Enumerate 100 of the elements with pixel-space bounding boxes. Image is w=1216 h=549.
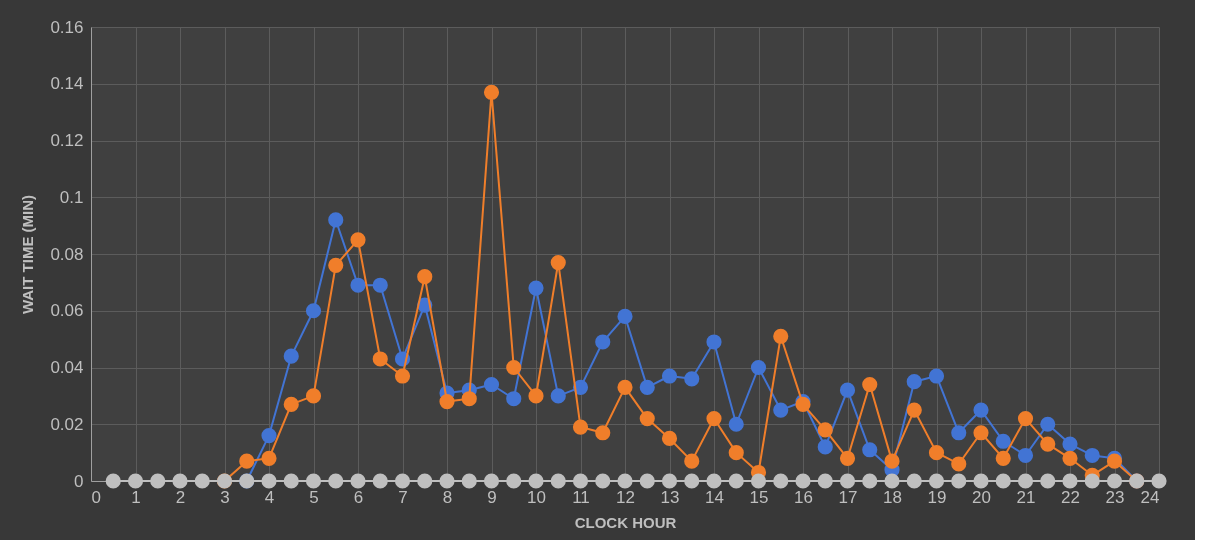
- point: [595, 473, 611, 489]
- y-tick-label: 0.12: [50, 131, 84, 150]
- point: [839, 382, 856, 398]
- y-axis-title: WAIT TIME (MIN): [19, 194, 37, 315]
- point: [261, 473, 277, 489]
- point: [951, 425, 967, 441]
- point: [1084, 447, 1100, 464]
- point: [817, 473, 833, 489]
- x-tick-label: 19: [927, 487, 947, 507]
- y-tick-label: 0.06: [50, 301, 84, 321]
- x-tick-label: 22: [1061, 487, 1080, 507]
- point: [105, 473, 121, 489]
- point: [417, 473, 433, 489]
- point: [817, 422, 833, 438]
- point: [951, 473, 967, 489]
- x-tick-label: 16: [794, 487, 813, 507]
- point: [172, 473, 188, 489]
- x-tick-label: 14: [705, 487, 724, 507]
- point: [750, 473, 767, 489]
- point: [550, 254, 566, 271]
- point: [928, 473, 945, 489]
- point: [461, 391, 477, 407]
- point: [394, 368, 411, 384]
- point: [350, 277, 366, 293]
- x-tick-label: 0: [91, 487, 101, 507]
- point: [1017, 411, 1034, 427]
- point: [239, 453, 255, 469]
- point: [506, 359, 522, 376]
- point: [528, 473, 544, 489]
- point: [684, 473, 700, 489]
- point: [127, 473, 144, 489]
- point: [906, 473, 922, 489]
- point: [439, 393, 455, 410]
- point: [1040, 416, 1056, 432]
- point: [1062, 436, 1078, 452]
- x-tick-label: 8: [442, 487, 453, 507]
- point: [417, 269, 433, 285]
- y-tick-label: 0.02: [50, 414, 84, 434]
- y-tick-label: 0.04: [50, 358, 84, 377]
- point: [1084, 473, 1100, 489]
- point: [706, 473, 722, 489]
- point: [1040, 436, 1056, 452]
- x-tick-label: 15: [749, 487, 769, 507]
- point: [372, 277, 388, 293]
- point: [483, 473, 500, 489]
- x-tick-label: 23: [1105, 487, 1125, 507]
- x-tick-label: 18: [883, 487, 902, 507]
- x-tick-label: 1: [131, 487, 141, 507]
- point: [305, 303, 322, 319]
- point: [639, 379, 655, 395]
- point: [817, 439, 833, 455]
- point: [906, 402, 922, 418]
- point: [862, 442, 878, 458]
- point: [773, 402, 789, 418]
- x-tick-label: 7: [398, 487, 408, 507]
- point: [906, 374, 922, 390]
- point: [973, 402, 989, 418]
- y-tick-label: 0.14: [50, 74, 84, 94]
- point: [995, 473, 1011, 489]
- point: [1062, 473, 1078, 489]
- point: [550, 388, 566, 404]
- x-tick-label: 3: [220, 487, 230, 507]
- point: [639, 411, 655, 427]
- point: [372, 351, 388, 367]
- point: [684, 453, 700, 469]
- point: [528, 280, 544, 296]
- x-tick-label: 4: [264, 487, 275, 507]
- point: [617, 473, 633, 489]
- y-tick-label: 0: [74, 471, 84, 491]
- point: [461, 473, 477, 489]
- point: [661, 368, 678, 384]
- point: [528, 388, 544, 404]
- point: [995, 450, 1011, 466]
- point: [394, 473, 411, 489]
- point: [661, 473, 678, 489]
- point: [661, 430, 678, 447]
- x-tick-label: 12: [616, 487, 635, 507]
- point: [884, 453, 900, 469]
- point: [283, 348, 299, 364]
- point: [283, 396, 299, 412]
- x-tick-label: 10: [527, 487, 546, 507]
- point: [305, 388, 322, 404]
- point: [728, 473, 744, 489]
- point: [928, 368, 945, 384]
- point: [1151, 473, 1167, 489]
- point: [839, 473, 856, 489]
- point: [639, 473, 655, 489]
- point: [684, 371, 700, 387]
- x-tick-label: 13: [660, 487, 680, 507]
- x-axis-title: CLOCK HOUR: [574, 513, 677, 531]
- point: [1040, 473, 1056, 489]
- point: [550, 473, 566, 489]
- point: [617, 308, 633, 324]
- point: [839, 450, 856, 466]
- x-tick-label: 24: [1140, 487, 1160, 507]
- point: [150, 473, 166, 489]
- point: [973, 425, 989, 441]
- point: [795, 473, 811, 489]
- point: [194, 473, 210, 489]
- point: [506, 391, 522, 407]
